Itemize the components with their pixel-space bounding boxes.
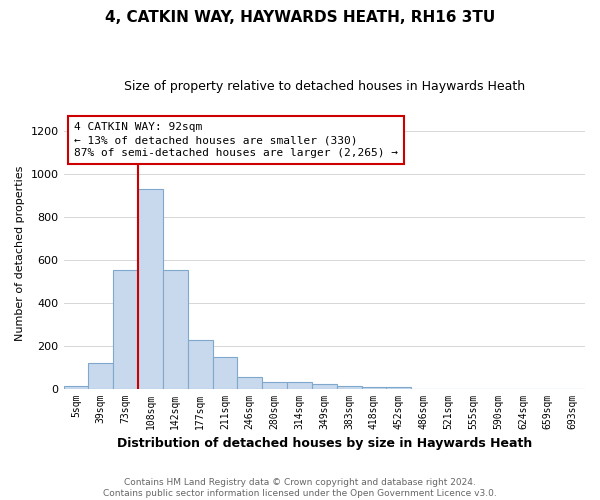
Bar <box>163 270 188 388</box>
Bar <box>337 386 362 388</box>
Text: 4, CATKIN WAY, HAYWARDS HEATH, RH16 3TU: 4, CATKIN WAY, HAYWARDS HEATH, RH16 3TU <box>105 10 495 25</box>
Text: Contains HM Land Registry data © Crown copyright and database right 2024.
Contai: Contains HM Land Registry data © Crown c… <box>103 478 497 498</box>
Y-axis label: Number of detached properties: Number of detached properties <box>15 166 25 341</box>
Bar <box>113 270 138 388</box>
Bar <box>238 376 262 388</box>
Title: Size of property relative to detached houses in Haywards Heath: Size of property relative to detached ho… <box>124 80 525 93</box>
Bar <box>262 382 287 388</box>
Bar <box>312 384 337 388</box>
Text: 4 CATKIN WAY: 92sqm
← 13% of detached houses are smaller (330)
87% of semi-detac: 4 CATKIN WAY: 92sqm ← 13% of detached ho… <box>74 122 398 158</box>
Bar <box>64 386 88 388</box>
X-axis label: Distribution of detached houses by size in Haywards Heath: Distribution of detached houses by size … <box>116 437 532 450</box>
Bar <box>287 382 312 388</box>
Bar <box>188 340 212 388</box>
Bar <box>88 363 113 388</box>
Bar <box>138 188 163 388</box>
Bar <box>212 358 238 388</box>
